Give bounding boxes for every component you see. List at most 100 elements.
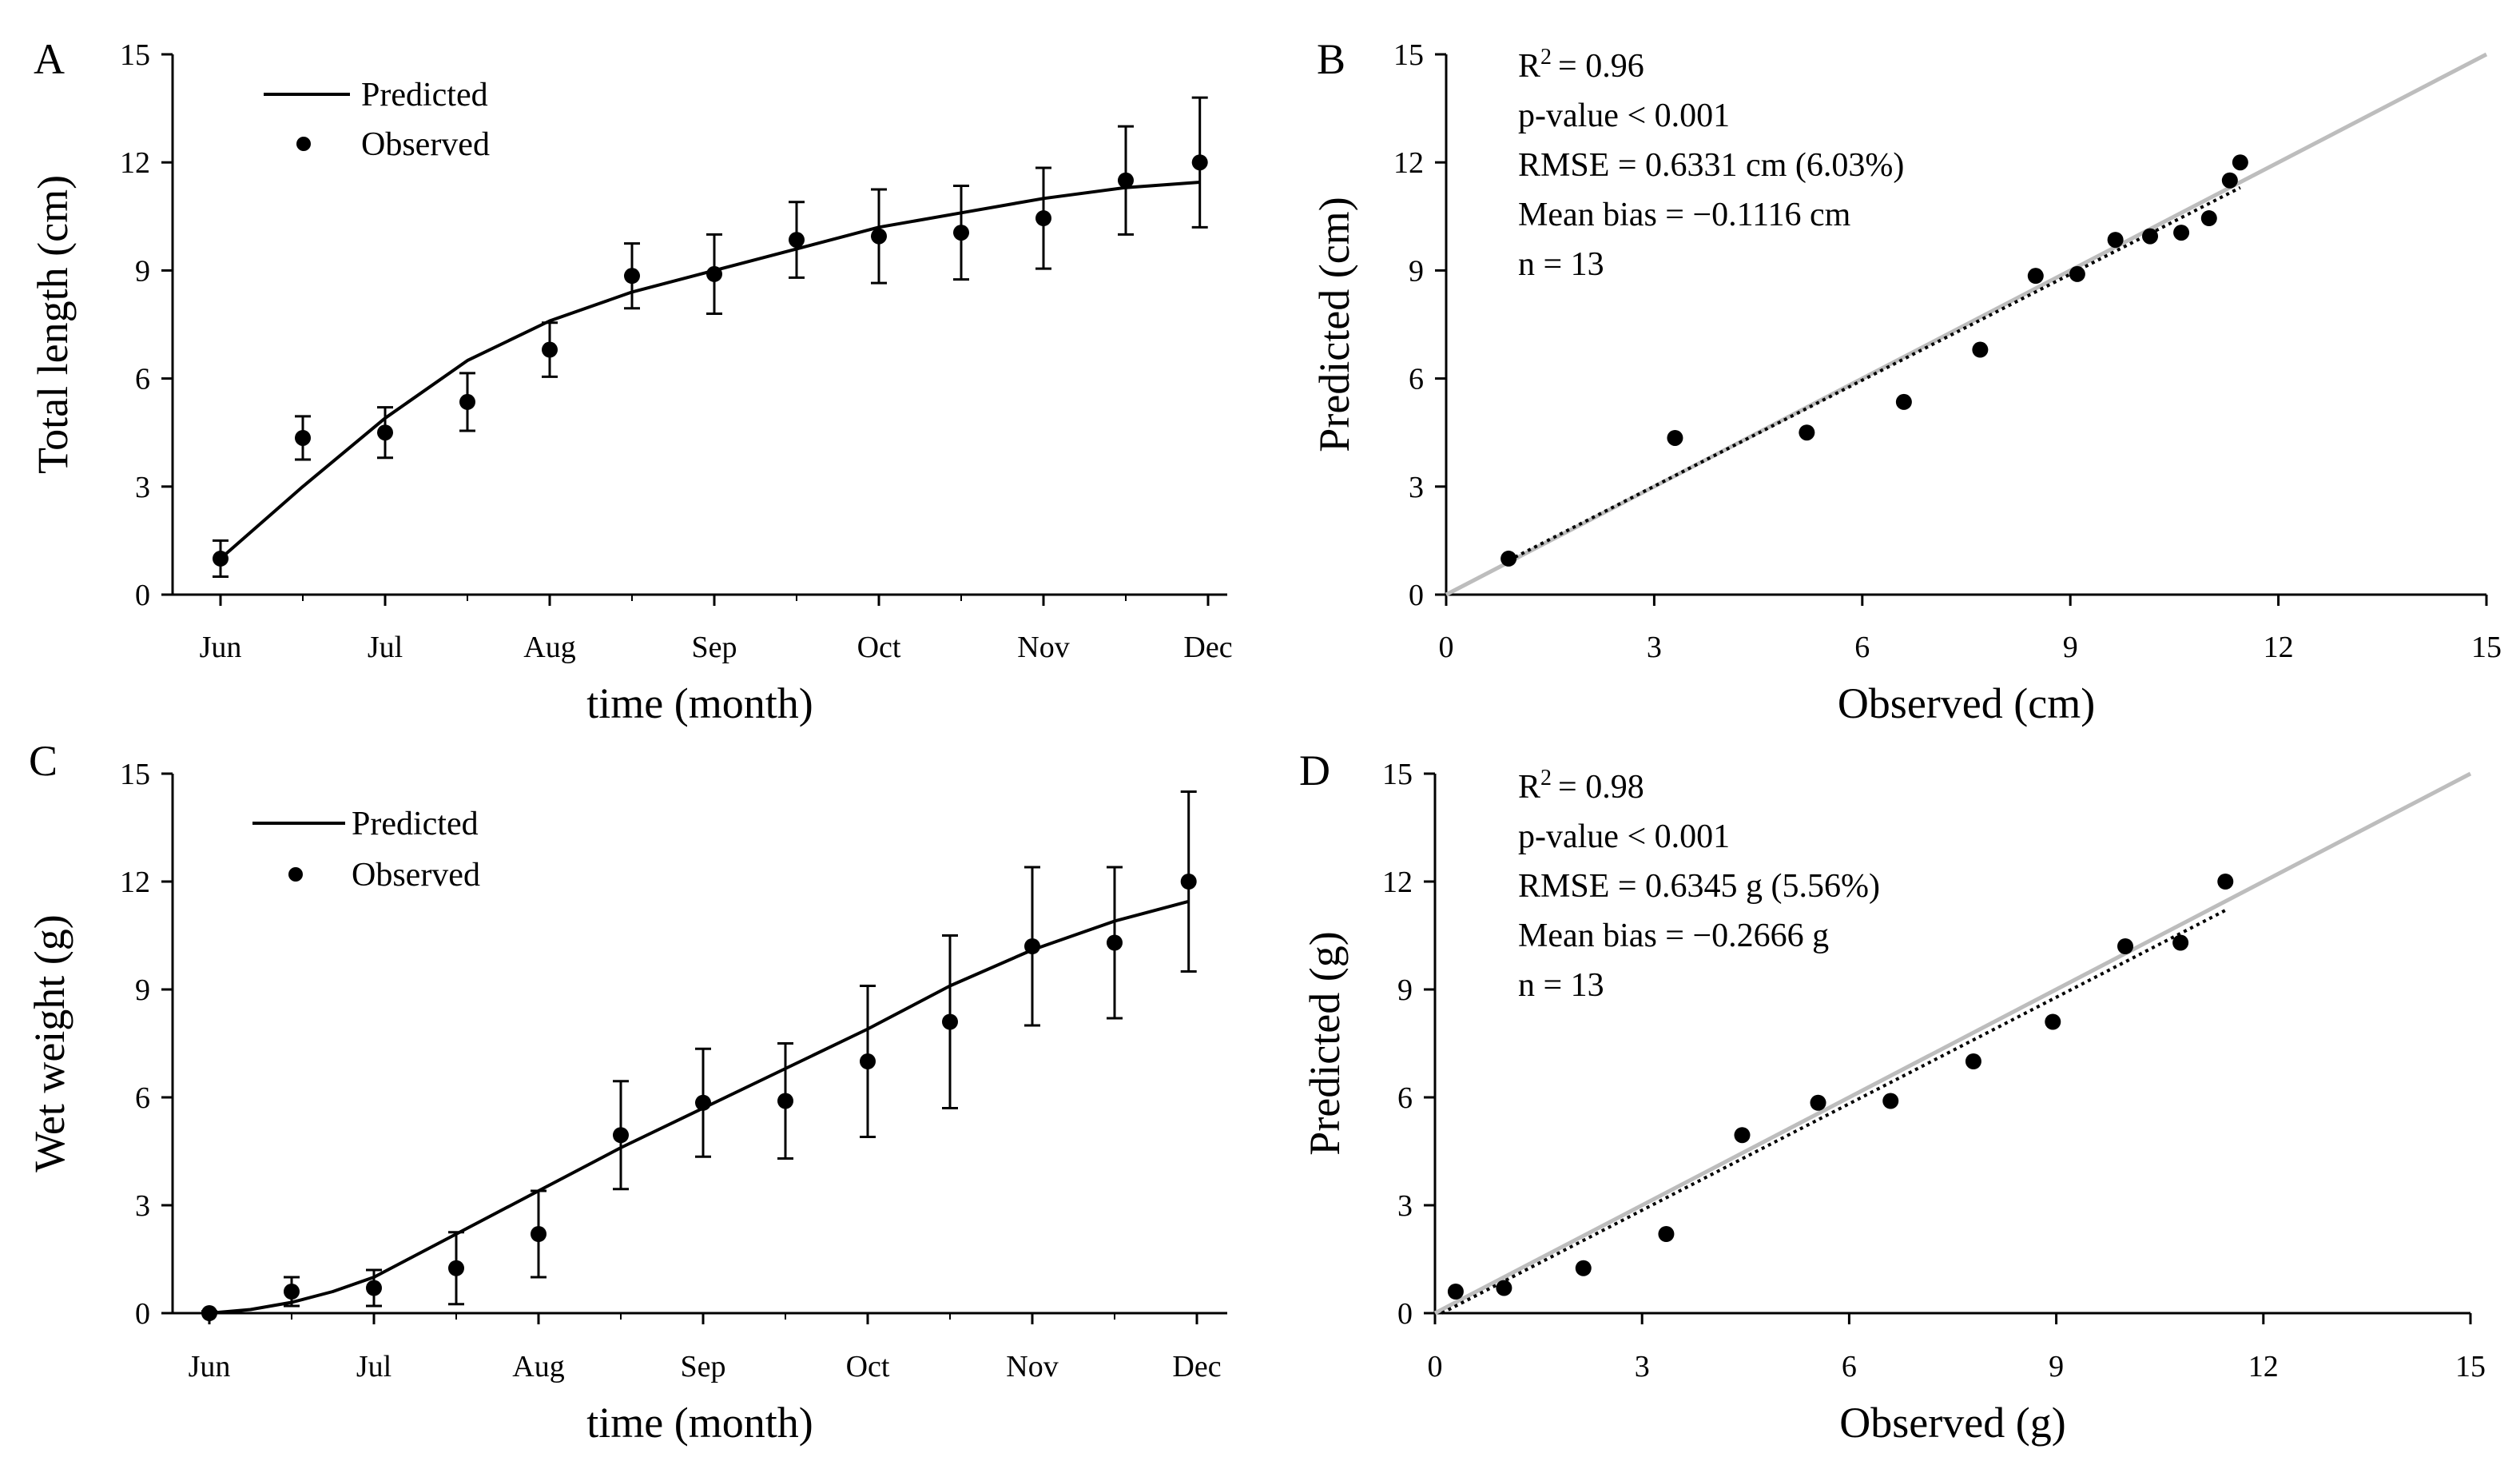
y-tick-label: 15 — [1382, 758, 1413, 791]
x-tick-label: 6 — [1842, 1350, 1857, 1383]
observed-point — [284, 1284, 300, 1300]
x-tick-label: 15 — [2471, 631, 2502, 664]
x-axis-title: time (month) — [586, 679, 813, 727]
scatter-point — [1500, 550, 1517, 567]
observed-point — [1024, 938, 1040, 954]
stat-line: n = 13 — [1518, 246, 1604, 283]
x-tick-label: Sep — [692, 631, 737, 664]
x-axis-title: time (month) — [586, 1399, 813, 1447]
x-tick-label: 12 — [2264, 631, 2294, 664]
observed-point — [1118, 172, 1134, 189]
observed-point — [942, 1013, 958, 1030]
scatter-point — [1972, 341, 1989, 358]
y-tick-label: 9 — [1397, 973, 1413, 1007]
one-to-one-line — [1433, 771, 2472, 1316]
observed-point — [695, 1094, 711, 1111]
observed-point — [613, 1127, 629, 1144]
observed-point — [1035, 210, 1051, 227]
x-tick-label: Sep — [681, 1350, 726, 1383]
stat-line: Mean bias = −0.2666 g — [1518, 918, 1829, 954]
observed-point — [624, 268, 640, 285]
stat-r-squared-value: = 0.96 — [1558, 48, 1644, 85]
stat-line: RMSE = 0.6345 g (5.56%) — [1518, 868, 1880, 905]
y-tick-label: 15 — [120, 758, 150, 791]
scatter-point — [1447, 1284, 1464, 1300]
observed-point — [213, 550, 229, 567]
scatter-point — [2221, 172, 2238, 189]
observed-point — [777, 1093, 793, 1109]
y-tick-label: 12 — [120, 866, 150, 899]
x-tick-label: Jul — [368, 631, 403, 664]
panel-letter: A — [34, 35, 65, 83]
scatter-point — [2107, 232, 2124, 249]
scatter-point — [1667, 429, 1683, 446]
stat-r-squared-value: = 0.98 — [1558, 769, 1644, 806]
observed-point — [871, 228, 887, 245]
x-tick-label: 9 — [2049, 1350, 2064, 1383]
x-tick-label: Dec — [1183, 631, 1232, 664]
observed-point — [295, 429, 311, 446]
y-tick-label: 6 — [1397, 1081, 1413, 1115]
observed-point — [706, 265, 722, 282]
stat-line: n = 13 — [1518, 967, 1604, 1004]
scatter-point — [1799, 424, 1815, 441]
legend-observed-label: Observed — [352, 857, 480, 894]
x-tick-label: Oct — [857, 631, 901, 664]
y-tick-label: 3 — [1397, 1189, 1413, 1223]
y-tick-label: 15 — [1393, 38, 1424, 72]
stat-line: p-value < 0.001 — [1518, 818, 1730, 855]
panel-c-chart: C 0 3 6 9 12 15 Jun Jul Aug Sep Oct Nov Dec time (mont… — [26, 737, 1227, 1447]
x-tick-label: 12 — [2248, 1350, 2279, 1383]
x-tick-label: Oct — [846, 1350, 890, 1383]
observed-point — [1107, 934, 1123, 951]
y-tick-label: 12 — [1382, 866, 1413, 899]
observed-point — [542, 341, 558, 358]
legend-observed-swatch — [296, 137, 311, 151]
legend-predicted-label: Predicted — [352, 806, 479, 842]
observed-point — [789, 232, 805, 249]
y-tick-label: 9 — [135, 973, 150, 1007]
y-tick-label: 6 — [135, 1081, 150, 1115]
stat-line: Mean bias = −0.1116 cm — [1518, 197, 1851, 233]
x-axis-title: Observed (g) — [1839, 1399, 2065, 1447]
scatter-point — [1965, 1053, 1981, 1069]
x-tick-label: Jul — [356, 1350, 392, 1383]
y-tick-label: 3 — [135, 1189, 150, 1223]
y-tick-label: 6 — [1409, 363, 1424, 396]
x-tick-label: 6 — [1854, 631, 1870, 664]
x-tick-label: 3 — [1647, 631, 1662, 664]
scatter-point — [2045, 1013, 2061, 1030]
x-tick-label: Jun — [200, 631, 242, 664]
x-tick-label: 0 — [1428, 1350, 1443, 1383]
one-to-one-line — [1445, 52, 2488, 597]
stat-line: p-value < 0.001 — [1518, 98, 1730, 134]
stat-r-squared: R2 = 0.98 — [1518, 766, 1644, 806]
x-tick-label: Jun — [189, 1350, 231, 1383]
scatter-point — [1895, 393, 1912, 410]
scatter-point — [2172, 934, 2189, 951]
x-tick-label: Nov — [1006, 1350, 1058, 1383]
y-axis-title: Predicted (cm) — [1310, 197, 1358, 452]
panel-d-chart: D 0 3 6 9 12 15 0 3 6 9 12 15 Observed (g) Predicted (… — [1299, 746, 2486, 1447]
y-axis-title: Predicted (g) — [1301, 931, 1349, 1155]
x-tick-label: 9 — [2063, 631, 2078, 664]
y-tick-label: 9 — [1409, 254, 1424, 288]
predicted-line — [219, 181, 1200, 560]
panel-b-chart: B 0 3 6 9 12 15 0 3 6 9 12 15 Observed (cm) Predicted … — [1310, 35, 2502, 727]
scatter-point — [1575, 1260, 1592, 1276]
y-tick-label: 0 — [1397, 1297, 1413, 1331]
panel-letter: D — [1299, 746, 1330, 794]
x-axis-title: Observed (cm) — [1838, 679, 2095, 727]
observed-point — [531, 1226, 547, 1242]
observed-point — [860, 1053, 876, 1069]
observed-point — [448, 1260, 464, 1276]
regression-fit-line — [1441, 909, 2227, 1315]
x-tick-label: 15 — [2455, 1350, 2486, 1383]
scatter-point — [1882, 1093, 1899, 1109]
stat-line: RMSE = 0.6331 cm (6.03%) — [1518, 147, 1904, 184]
y-tick-label: 12 — [120, 146, 150, 180]
scatter-point — [1734, 1127, 1751, 1144]
scatter-point — [2027, 268, 2044, 285]
x-tick-label: 0 — [1439, 631, 1454, 664]
